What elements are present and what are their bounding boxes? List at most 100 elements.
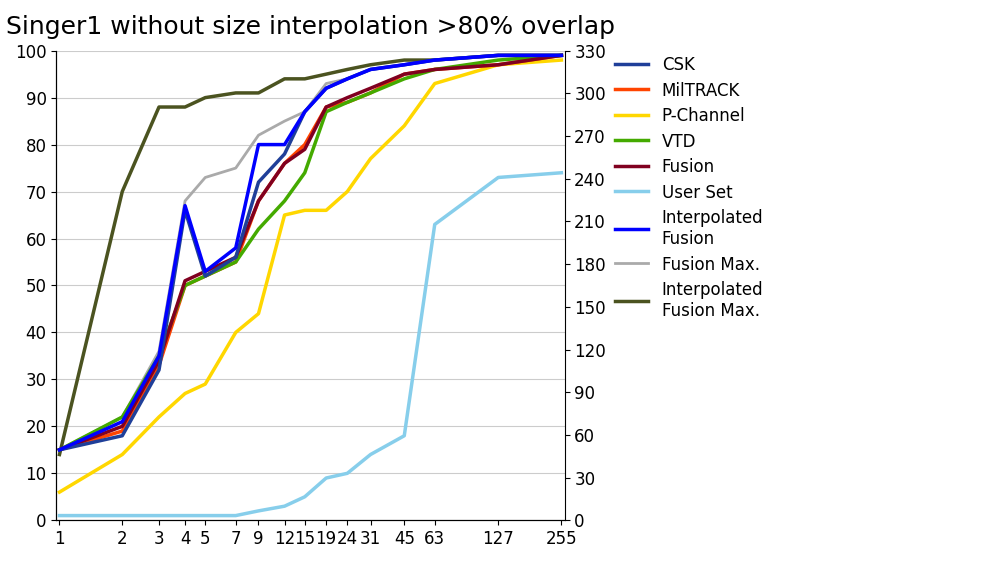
P-Channel [365, 155, 377, 162]
Interpolated
Fusion Max. [298, 75, 311, 82]
MilTRACK [298, 141, 311, 148]
Line: Interpolated
Fusion Max.: Interpolated Fusion Max. [59, 55, 562, 454]
MilTRACK [230, 258, 242, 265]
Fusion [492, 61, 505, 68]
VTD [429, 66, 441, 73]
Fusion Max. [153, 348, 165, 355]
P-Channel [153, 414, 165, 421]
User Set [365, 451, 377, 458]
VTD [230, 258, 242, 265]
MilTRACK [252, 198, 264, 204]
Interpolated
Fusion [398, 61, 410, 68]
User Set [321, 475, 333, 481]
CSK [117, 432, 129, 439]
Fusion Max. [252, 132, 264, 138]
Interpolated
Fusion Max. [230, 90, 242, 96]
User Set [252, 507, 264, 514]
MilTRACK [117, 428, 129, 435]
VTD [53, 446, 65, 453]
Fusion Max. [556, 52, 568, 59]
Fusion [556, 52, 568, 59]
MilTRACK [278, 160, 290, 167]
MilTRACK [342, 99, 354, 106]
Line: Fusion Max.: Fusion Max. [59, 55, 562, 450]
Fusion [298, 146, 311, 153]
Interpolated
Fusion [153, 352, 165, 359]
Interpolated
Fusion [252, 141, 264, 148]
VTD [278, 198, 290, 204]
MilTRACK [429, 66, 441, 73]
Fusion [199, 268, 211, 275]
Fusion Max. [230, 165, 242, 172]
MilTRACK [153, 362, 165, 369]
Interpolated
Fusion Max. [252, 90, 264, 96]
CSK [398, 61, 410, 68]
Interpolated
Fusion Max. [365, 61, 377, 68]
Interpolated
Fusion [278, 141, 290, 148]
Fusion Max. [117, 414, 129, 421]
Line: Interpolated
Fusion: Interpolated Fusion [59, 55, 562, 450]
Fusion Max. [492, 52, 505, 59]
Fusion [321, 104, 333, 110]
Fusion [117, 423, 129, 430]
VTD [179, 282, 191, 289]
Interpolated
Fusion [365, 66, 377, 73]
VTD [252, 226, 264, 233]
Interpolated
Fusion Max. [179, 104, 191, 110]
P-Channel [492, 61, 505, 68]
Interpolated
Fusion Max. [321, 71, 333, 78]
CSK [365, 66, 377, 73]
VTD [365, 90, 377, 96]
User Set [117, 512, 129, 519]
P-Channel [429, 80, 441, 87]
Interpolated
Fusion Max. [398, 57, 410, 64]
P-Channel [398, 122, 410, 129]
User Set [53, 512, 65, 519]
VTD [342, 99, 354, 106]
Fusion [179, 278, 191, 284]
MilTRACK [365, 90, 377, 96]
Fusion [398, 71, 410, 78]
User Set [153, 512, 165, 519]
Interpolated
Fusion [429, 57, 441, 64]
Interpolated
Fusion Max. [429, 57, 441, 64]
CSK [342, 75, 354, 82]
Fusion Max. [179, 198, 191, 204]
P-Channel [179, 390, 191, 397]
VTD [153, 352, 165, 359]
Interpolated
Fusion [199, 268, 211, 275]
Fusion [153, 358, 165, 364]
CSK [252, 179, 264, 186]
Interpolated
Fusion Max. [342, 66, 354, 73]
Fusion Max. [398, 61, 410, 68]
User Set [199, 512, 211, 519]
User Set [278, 503, 290, 510]
MilTRACK [321, 104, 333, 110]
Line: P-Channel: P-Channel [59, 60, 562, 492]
User Set [342, 470, 354, 477]
CSK [179, 207, 191, 214]
Fusion [429, 66, 441, 73]
VTD [398, 75, 410, 82]
P-Channel [199, 381, 211, 387]
User Set [179, 512, 191, 519]
Fusion Max. [53, 446, 65, 453]
Line: User Set: User Set [59, 173, 562, 516]
User Set [398, 432, 410, 439]
Fusion Max. [278, 118, 290, 124]
VTD [298, 169, 311, 176]
P-Channel [556, 57, 568, 64]
CSK [321, 85, 333, 92]
MilTRACK [556, 52, 568, 59]
VTD [117, 414, 129, 421]
Line: Fusion: Fusion [59, 55, 562, 450]
VTD [321, 108, 333, 115]
P-Channel [321, 207, 333, 214]
User Set [298, 493, 311, 500]
MilTRACK [398, 71, 410, 78]
CSK [153, 367, 165, 373]
CSK [556, 52, 568, 59]
User Set [492, 174, 505, 181]
VTD [556, 52, 568, 59]
Interpolated
Fusion [492, 52, 505, 59]
